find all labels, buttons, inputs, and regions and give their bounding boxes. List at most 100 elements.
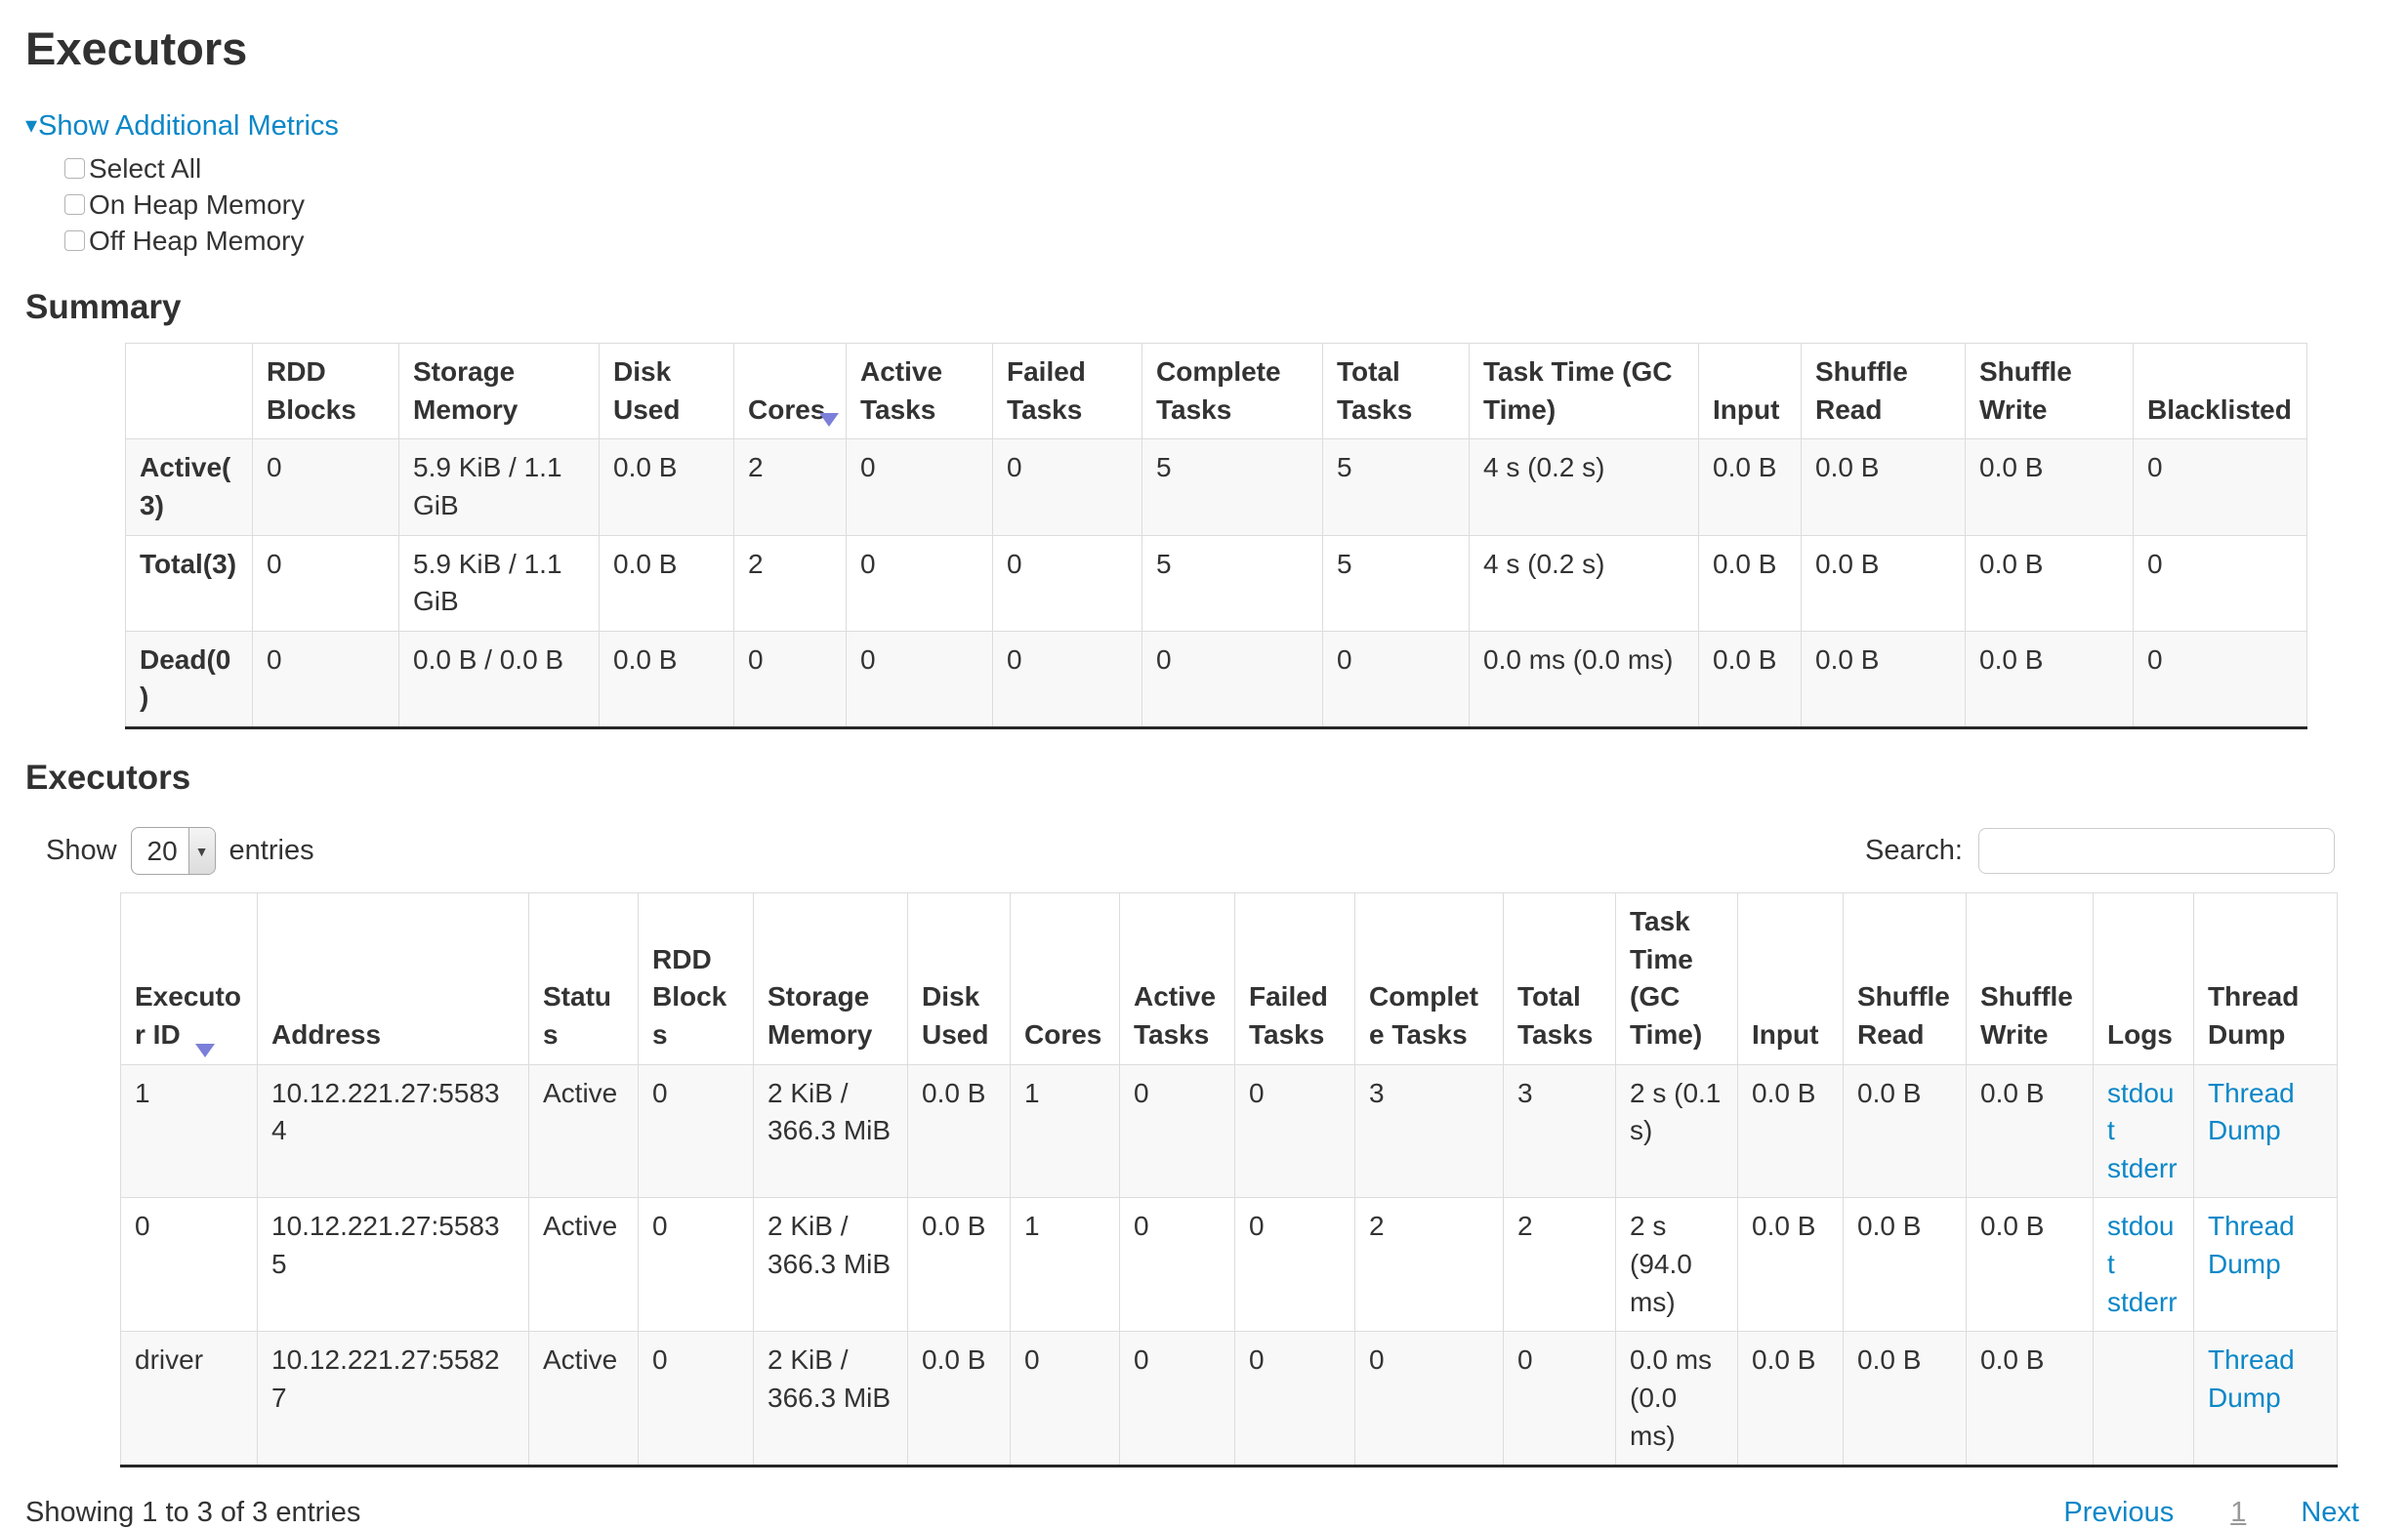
cell-disk-used: 0.0 B	[907, 1331, 1011, 1468]
cell-complete-tasks: 0	[1354, 1331, 1504, 1468]
stdout-link[interactable]: stdout	[2107, 1211, 2175, 1279]
cell-shuffle-read: 0.0 B	[1801, 534, 1966, 632]
column-header-task-time-gc-time[interactable]: Task Time (GC Time)	[1615, 892, 1738, 1065]
column-header-label: Task Time (GC Time)	[1483, 356, 1673, 425]
column-header-shuffle-write[interactable]: Shuffle Write	[1965, 342, 2134, 440]
cell-address: 10.12.221.27:55827	[257, 1331, 529, 1468]
column-header-blank[interactable]	[125, 342, 253, 440]
column-header-active-tasks[interactable]: Active Tasks	[1119, 892, 1235, 1065]
cell-task-time-gc-time: 4 s (0.2 s)	[1469, 534, 1699, 632]
column-header-failed-tasks[interactable]: Failed Tasks	[992, 342, 1142, 440]
column-header-rdd-blocks[interactable]: RDD Blocks	[252, 342, 399, 440]
on-heap-memory-checkbox[interactable]	[64, 194, 85, 215]
thread-dump-link[interactable]: Thread Dump	[2208, 1211, 2295, 1279]
cell-shuffle-read: 0.0 B	[1843, 1063, 1967, 1199]
column-header-label: RDD Blocks	[267, 356, 356, 425]
column-header-failed-tasks[interactable]: Failed Tasks	[1234, 892, 1355, 1065]
cell-cores: 2	[733, 534, 847, 632]
column-header-label: Blacklisted	[2147, 393, 2292, 425]
column-header-shuffle-read[interactable]: Shuffle Read	[1843, 892, 1967, 1065]
column-header-label: Complete Tasks	[1156, 356, 1281, 425]
checkbox-row-select-all: Select All	[64, 150, 2383, 186]
cell-thread-dump: Thread Dump	[2193, 1063, 2338, 1199]
cell-complete-tasks: 5	[1142, 534, 1323, 632]
stderr-link[interactable]: stderr	[2107, 1152, 2178, 1183]
show-additional-metrics-label: Show Additional Metrics	[38, 110, 339, 142]
cell-rdd-blocks: 0	[638, 1197, 754, 1333]
page-number-1[interactable]: 1	[2230, 1497, 2247, 1529]
column-header-label: Shuffle Read	[1857, 981, 1950, 1050]
thread-dump-link[interactable]: Thread Dump	[2208, 1077, 2295, 1146]
executors-table-wrap: Executor ID Address Status RDD Blocks Storag…	[120, 892, 2383, 1468]
table-row: 0 10.12.221.27:55835 Active 0 2 KiB / 366.3 …	[120, 1197, 2338, 1333]
column-header-label: Disk Used	[922, 981, 989, 1050]
show-additional-metrics-toggle[interactable]: ▾Show Additional Metrics	[25, 110, 2383, 143]
column-header-rdd-blocks[interactable]: RDD Blocks	[638, 892, 754, 1065]
column-header-disk-used[interactable]: Disk Used	[907, 892, 1011, 1065]
cell-blacklisted: 0	[2133, 630, 2307, 730]
column-header-active-tasks[interactable]: Active Tasks	[846, 342, 993, 440]
cell-disk-used: 0.0 B	[907, 1197, 1011, 1333]
previous-page-button[interactable]: Previous	[2063, 1497, 2175, 1529]
column-header-complete-tasks[interactable]: Complete Tasks	[1354, 892, 1504, 1065]
column-header-storage-memory[interactable]: Storage Memory	[753, 892, 908, 1065]
column-header-blacklisted[interactable]: Blacklisted	[2133, 342, 2307, 440]
select-all-checkbox[interactable]	[64, 158, 85, 179]
off-heap-memory-checkbox[interactable]	[64, 230, 85, 251]
column-header-cores[interactable]: Cores	[733, 342, 847, 440]
column-header-executor-id[interactable]: Executor ID	[120, 892, 258, 1065]
search-input[interactable]	[1978, 828, 2335, 874]
column-header-task-time-gc-time[interactable]: Task Time (GC Time)	[1469, 342, 1699, 440]
column-header-shuffle-write[interactable]: Shuffle Write	[1966, 892, 2094, 1065]
stderr-link[interactable]: stderr	[2107, 1286, 2178, 1317]
cell-shuffle-read: 0.0 B	[1801, 630, 1966, 730]
column-header-label: Active Tasks	[1134, 981, 1217, 1050]
cell-blacklisted: 0	[2133, 534, 2307, 632]
cell-active-tasks: 0	[846, 438, 993, 536]
column-header-complete-tasks[interactable]: Complete Tasks	[1142, 342, 1323, 440]
stdout-link[interactable]: stdout	[2107, 1077, 2175, 1146]
column-header-input[interactable]: Input	[1737, 892, 1844, 1065]
search-control: Search:	[1865, 828, 2335, 874]
next-page-button[interactable]: Next	[2301, 1497, 2359, 1529]
column-header-cores[interactable]: Cores	[1010, 892, 1120, 1065]
cell-active-tasks: 0	[846, 534, 993, 632]
caret-down-icon: ▾	[25, 112, 38, 139]
search-label: Search:	[1865, 835, 1963, 866]
column-header-label: Thread Dump	[2208, 981, 2300, 1050]
cell-task-time-gc-time: 2 s (94.0 ms)	[1615, 1197, 1738, 1333]
column-header-total-tasks[interactable]: Total Tasks	[1322, 342, 1470, 440]
thread-dump-link[interactable]: Thread Dump	[2208, 1344, 2295, 1413]
column-header-status[interactable]: Status	[528, 892, 639, 1065]
page-size-value: 20	[146, 835, 178, 866]
cell-complete-tasks: 0	[1142, 630, 1323, 730]
page-size-select[interactable]: 20 ▼	[130, 827, 216, 875]
column-header-total-tasks[interactable]: Total Tasks	[1503, 892, 1616, 1065]
cell-blank: Active(3)	[125, 438, 253, 536]
column-header-thread-dump[interactable]: Thread Dump	[2193, 892, 2338, 1065]
cell-disk-used: 0.0 B	[599, 534, 734, 632]
select-caret-icon: ▼	[187, 828, 215, 874]
column-header-disk-used[interactable]: Disk Used	[599, 342, 734, 440]
cell-thread-dump: Thread Dump	[2193, 1331, 2338, 1468]
show-entries-control: Show 20 ▼ entries	[46, 827, 314, 875]
column-header-logs[interactable]: Logs	[2093, 892, 2194, 1065]
cell-input: 0.0 B	[1698, 438, 1802, 536]
column-header-label: Storage Memory	[768, 981, 873, 1050]
cell-total-tasks: 3	[1503, 1063, 1616, 1199]
column-header-address[interactable]: Address	[257, 892, 529, 1065]
on-heap-memory-label: On Heap Memory	[89, 188, 305, 220]
column-header-storage-memory[interactable]: Storage Memory	[398, 342, 600, 440]
cell-failed-tasks: 0	[1234, 1197, 1355, 1333]
cell-disk-used: 0.0 B	[907, 1063, 1011, 1199]
executors-heading: Executors	[25, 759, 191, 797]
cell-total-tasks: 0	[1503, 1331, 1616, 1468]
column-header-shuffle-read[interactable]: Shuffle Read	[1801, 342, 1966, 440]
column-header-label: Cores	[748, 393, 826, 425]
cell-rdd-blocks: 0	[638, 1331, 754, 1468]
column-header-input[interactable]: Input	[1698, 342, 1802, 440]
off-heap-memory-label: Off Heap Memory	[89, 225, 305, 256]
cell-shuffle-write: 0.0 B	[1965, 534, 2134, 632]
cell-rdd-blocks: 0	[252, 630, 399, 730]
cell-rdd-blocks: 0	[252, 438, 399, 536]
